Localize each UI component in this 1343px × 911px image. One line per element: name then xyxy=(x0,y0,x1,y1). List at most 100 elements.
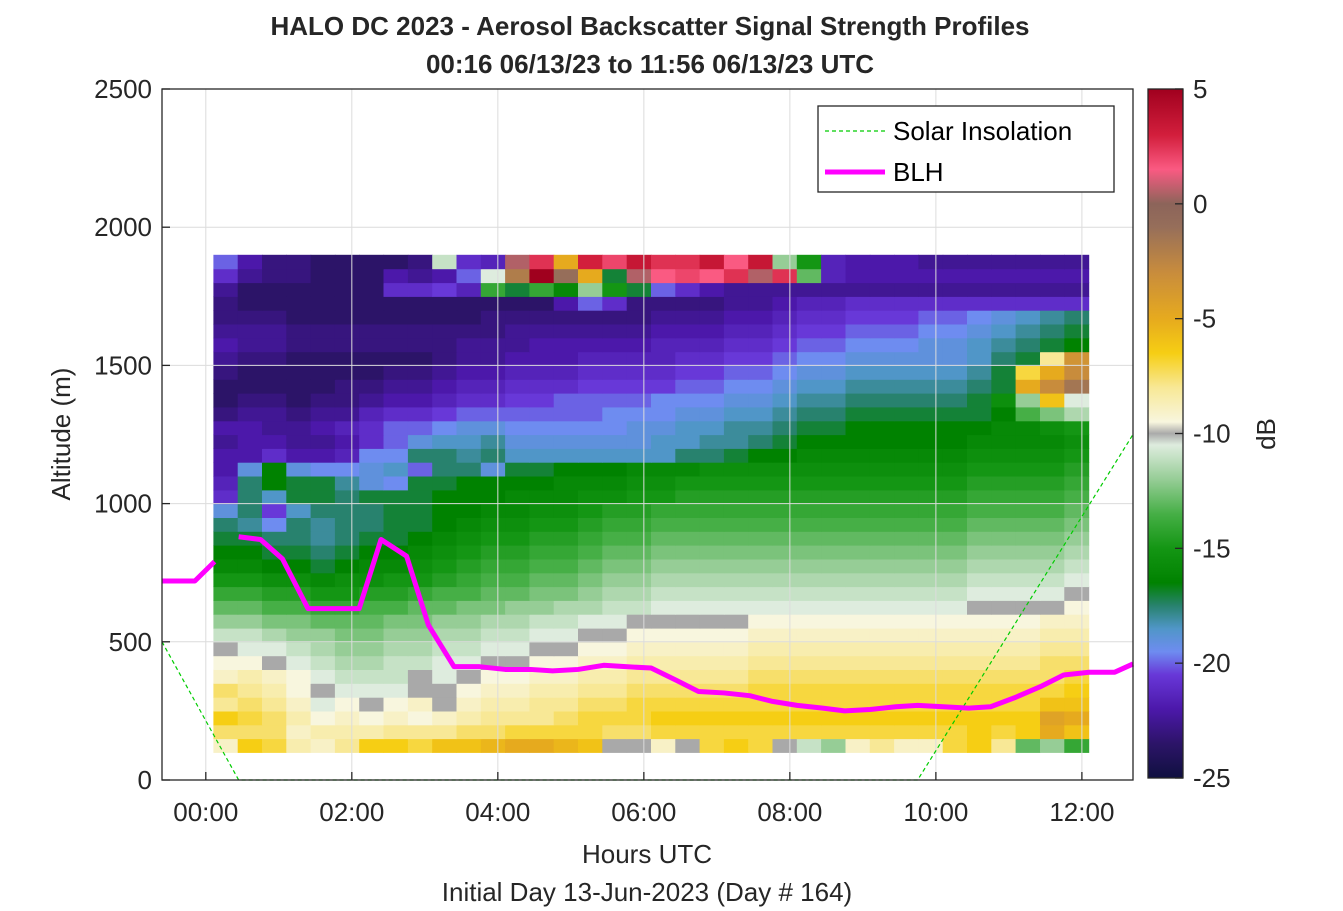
heatmap-cell xyxy=(456,434,482,449)
heatmap-cell xyxy=(1064,586,1090,601)
heatmap-cell xyxy=(918,296,944,311)
heatmap-cell xyxy=(723,448,749,463)
heatmap-cell xyxy=(1040,614,1065,629)
heatmap-cell xyxy=(845,628,871,643)
heatmap-cell xyxy=(262,669,287,684)
heatmap-cell xyxy=(845,448,871,463)
heatmap-cell xyxy=(407,558,433,574)
heatmap-cell xyxy=(262,379,287,394)
heatmap-cell xyxy=(869,351,895,366)
heatmap-cell xyxy=(845,489,871,505)
heatmap-cell xyxy=(821,379,846,394)
heatmap-cell xyxy=(918,683,944,698)
heatmap-cell xyxy=(651,434,676,449)
heatmap-cell xyxy=(407,641,433,657)
heatmap-cell xyxy=(505,545,530,560)
heatmap-cell xyxy=(505,448,530,463)
heatmap-cell xyxy=(480,517,506,532)
heatmap-cell xyxy=(651,365,676,380)
heatmap-cell xyxy=(383,738,409,753)
heatmap-cell xyxy=(1040,379,1065,394)
heatmap-cell xyxy=(796,669,822,684)
heatmap-cell xyxy=(480,614,506,629)
heatmap-cell xyxy=(821,434,846,449)
heatmap-cell xyxy=(796,600,822,615)
heatmap-cell xyxy=(262,448,287,463)
heatmap-cell xyxy=(456,420,482,436)
heatmap-cell xyxy=(359,738,385,753)
heatmap-cell xyxy=(286,614,312,629)
heatmap-cell xyxy=(894,337,919,353)
x-tick-label: 10:00 xyxy=(903,797,968,827)
heatmap-cell xyxy=(407,503,433,518)
heatmap-cell xyxy=(991,406,1017,422)
heatmap-cell xyxy=(432,434,458,449)
heatmap-cell xyxy=(334,489,360,505)
heatmap-cell xyxy=(723,724,749,740)
heatmap-cell xyxy=(699,586,725,601)
heatmap-cell xyxy=(869,738,895,753)
heatmap-cell xyxy=(553,503,579,518)
heatmap-cell xyxy=(675,254,701,270)
heatmap-cell xyxy=(334,462,360,477)
heatmap-cell xyxy=(918,614,944,629)
heatmap-cell xyxy=(286,489,312,505)
heatmap-cell xyxy=(334,254,360,270)
heatmap-cell xyxy=(675,323,701,339)
heatmap-cell xyxy=(213,669,239,684)
heatmap-cell xyxy=(553,517,579,532)
heatmap-cell xyxy=(1064,614,1090,629)
heatmap-cell xyxy=(869,628,895,643)
heatmap-cell xyxy=(213,724,239,740)
heatmap-cell xyxy=(991,337,1017,353)
heatmap-cell xyxy=(359,365,385,380)
heatmap-cell xyxy=(991,282,1017,297)
heatmap-cell xyxy=(456,351,482,366)
heatmap-cell xyxy=(723,393,749,408)
heatmap-cell xyxy=(796,323,822,339)
heatmap-cell xyxy=(967,724,992,740)
heatmap-cell xyxy=(310,724,336,740)
heatmap-cell xyxy=(675,600,701,615)
heatmap-cell xyxy=(1064,351,1090,366)
heatmap-cell xyxy=(456,489,482,505)
heatmap-cell xyxy=(626,697,652,712)
heatmap-cell xyxy=(456,683,482,698)
heatmap-cell xyxy=(480,337,506,353)
heatmap-cell xyxy=(894,710,919,726)
heatmap-cell xyxy=(529,379,555,394)
heatmap-cell xyxy=(991,600,1017,615)
heatmap-cell xyxy=(237,296,263,311)
heatmap-cell xyxy=(675,724,701,740)
heatmap-cell xyxy=(578,641,603,657)
heatmap-cell xyxy=(723,641,749,657)
heatmap-cell xyxy=(942,655,968,670)
heatmap-cell xyxy=(675,614,701,629)
heatmap-cell xyxy=(918,434,944,449)
heatmap-cell xyxy=(383,448,409,463)
heatmap-cell xyxy=(918,268,944,284)
heatmap-cell xyxy=(675,337,701,353)
heatmap-cell xyxy=(991,268,1017,284)
heatmap-cell xyxy=(942,503,968,518)
heatmap-cell xyxy=(967,531,992,546)
heatmap-cell xyxy=(1064,558,1090,574)
heatmap-cell xyxy=(918,628,944,643)
heatmap-cell xyxy=(578,558,603,574)
heatmap-cell xyxy=(213,420,239,436)
heatmap-cell xyxy=(699,393,725,408)
heatmap-cell xyxy=(918,351,944,366)
heatmap-cell xyxy=(553,669,579,684)
heatmap-cell xyxy=(578,572,603,588)
heatmap-cell xyxy=(213,323,239,339)
heatmap-cell xyxy=(1064,420,1090,436)
heatmap-cell xyxy=(407,545,433,560)
heatmap-cell xyxy=(480,434,506,449)
heatmap-cell xyxy=(456,379,482,394)
heatmap-cell xyxy=(602,365,628,380)
heatmap-cell xyxy=(723,503,749,518)
heatmap-cell xyxy=(286,724,312,740)
heatmap-cell xyxy=(480,641,506,657)
heatmap-cell xyxy=(894,531,919,546)
heatmap-cell xyxy=(796,379,822,394)
